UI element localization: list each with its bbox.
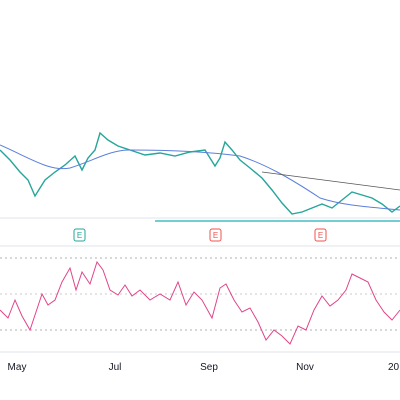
price-line [0, 131, 400, 215]
earnings-label: E [213, 231, 218, 240]
time-axis-label: Sep [200, 362, 218, 373]
time-axis-label: 20 [388, 362, 400, 373]
trend-line [261, 171, 400, 191]
earnings-badge[interactable] [209, 228, 222, 242]
earnings-label: E [318, 231, 323, 240]
moving-average [0, 144, 400, 211]
earnings-markers: E E E [73, 228, 327, 242]
rsi-line [0, 260, 400, 345]
time-axis-label: Jul [109, 362, 122, 373]
time-axis-label: May [8, 362, 27, 373]
earnings-badge[interactable] [314, 228, 327, 242]
time-axis-label: Nov [296, 362, 314, 373]
earnings-badge[interactable] [73, 228, 86, 242]
earnings-label: E [77, 231, 82, 240]
